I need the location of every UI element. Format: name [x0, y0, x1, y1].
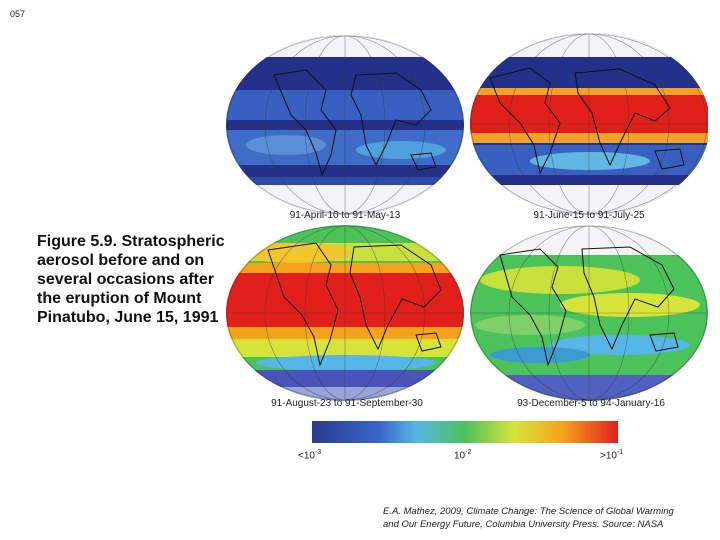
panel-label: 91-April-10 to 91-May-13 [289, 210, 401, 221]
scale-tick-max: >10-1 [600, 449, 624, 462]
scale-tick-min: <10-3 [298, 449, 322, 462]
credit-line-1: E.A. Mathez, 2009, Climate Change: The S… [383, 506, 674, 517]
source-credit: E.A. Mathez, 2009, Climate Change: The S… [383, 505, 713, 531]
panel-label: 91-June-15 to 91-July-25 [533, 210, 645, 221]
panel-label: 91-August-23 to 91-September-30 [271, 398, 423, 409]
aerosol-map-after-2-months [226, 225, 464, 401]
color-scale-bar [312, 421, 618, 443]
figure-caption: Figure 5.9. Stratospheric aerosol before… [37, 233, 225, 326]
credit-line-2: and Our Energy Future, Columbia Universi… [383, 519, 664, 530]
slide-number: 057 [10, 9, 26, 19]
aerosol-map-before-eruption [226, 35, 464, 215]
aerosol-map-after-1-month [470, 33, 708, 215]
aerosol-map-after-2-years [470, 225, 708, 401]
scale-tick-mid: 10-2 [454, 449, 472, 462]
panel-label: 93-December-5 to 94-January-16 [517, 398, 665, 409]
